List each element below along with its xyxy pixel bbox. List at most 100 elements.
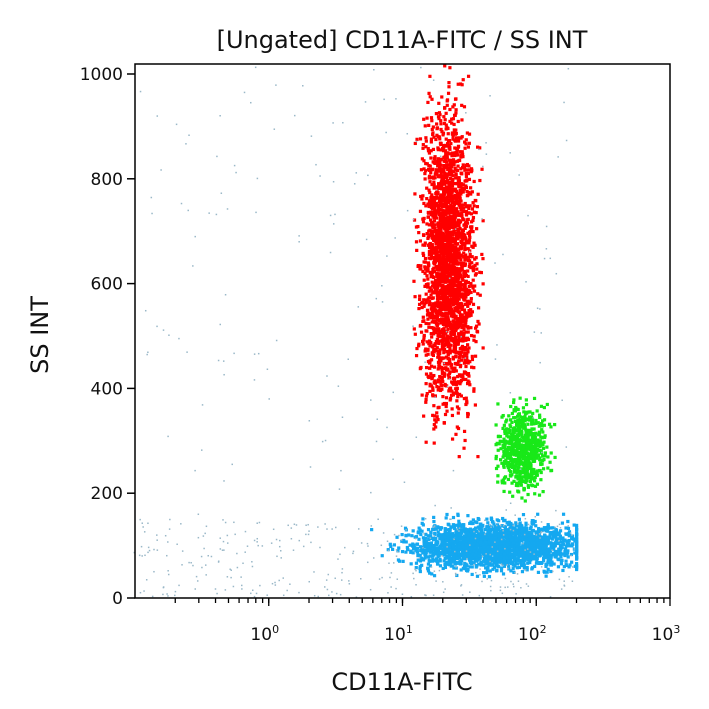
- data-point: [509, 440, 513, 444]
- data-point: [441, 174, 445, 178]
- data-point: [465, 401, 469, 405]
- data-point: [473, 198, 477, 203]
- data-point: [441, 208, 445, 213]
- data-point: [506, 477, 511, 482]
- data-point: [457, 203, 461, 207]
- data-point: [455, 386, 459, 390]
- data-point: [446, 327, 450, 331]
- data-point: [444, 396, 449, 400]
- data-point: [440, 259, 445, 263]
- data-point: [418, 294, 422, 298]
- data-point: [437, 318, 441, 322]
- data-point: [459, 275, 463, 279]
- data-point: [533, 435, 537, 439]
- data-point: [453, 537, 457, 541]
- data-point: [452, 332, 457, 336]
- data-point: [542, 526, 547, 530]
- data-point: [458, 304, 462, 308]
- data-point: [498, 439, 502, 443]
- data-point: [477, 531, 481, 535]
- data-point: [423, 171, 427, 176]
- data-point: [562, 564, 566, 569]
- data-point: [456, 213, 460, 217]
- data-point: [525, 568, 529, 572]
- data-point: [462, 105, 467, 109]
- data-point: [444, 151, 448, 156]
- data-point: [534, 418, 538, 423]
- data-point: [433, 343, 437, 348]
- data-point: [434, 233, 438, 237]
- data-point: [542, 405, 546, 410]
- data-point: [474, 324, 479, 328]
- data-point: [449, 270, 453, 274]
- data-point: [465, 168, 469, 172]
- data-point: [528, 418, 532, 422]
- data-point: [466, 288, 470, 292]
- data-point: [441, 149, 446, 153]
- data-point: [464, 313, 468, 317]
- data-point: [449, 267, 453, 271]
- data-point: [442, 374, 446, 378]
- data-point: [495, 531, 500, 535]
- data-point: [537, 468, 542, 473]
- data-point: [465, 194, 469, 198]
- data-point: [505, 454, 509, 458]
- data-point: [471, 518, 475, 522]
- data-point: [549, 469, 553, 473]
- data-point: [423, 241, 427, 245]
- data-point: [429, 212, 433, 217]
- data-point: [514, 462, 518, 466]
- data-point: [431, 326, 436, 330]
- data-point: [516, 407, 520, 412]
- data-point: [427, 188, 431, 192]
- data-point: [422, 260, 426, 264]
- data-point: [526, 417, 530, 421]
- data-point: [468, 230, 472, 234]
- data-point: [427, 167, 431, 172]
- data-point: [519, 483, 523, 487]
- data-point: [538, 413, 542, 417]
- data-point: [438, 137, 442, 141]
- data-point: [532, 433, 536, 437]
- data-point: [448, 234, 453, 238]
- data-point: [466, 535, 470, 539]
- data-point: [478, 547, 482, 552]
- data-point: [533, 439, 537, 443]
- data-point: [472, 387, 476, 391]
- data-point: [459, 350, 463, 354]
- data-point: [465, 336, 470, 340]
- data-point: [501, 443, 505, 447]
- data-point: [442, 190, 446, 194]
- data-point: [427, 361, 432, 365]
- data-point: [521, 406, 526, 410]
- data-point: [431, 255, 435, 260]
- data-point: [439, 215, 443, 220]
- data-point: [428, 302, 432, 306]
- data-point: [469, 530, 474, 534]
- data-point: [466, 74, 471, 78]
- data-point: [459, 301, 463, 306]
- data-point: [446, 132, 450, 136]
- data-point: [528, 544, 533, 548]
- data-point: [439, 334, 443, 339]
- data-point: [500, 524, 504, 528]
- data-point: [449, 301, 453, 305]
- data-point: [470, 190, 474, 194]
- data-point: [428, 300, 432, 304]
- data-point: [534, 454, 538, 458]
- data-point: [413, 332, 417, 336]
- data-point: [517, 430, 521, 435]
- data-point: [442, 182, 447, 186]
- data-point: [466, 269, 470, 273]
- data-point: [509, 449, 513, 453]
- data-point: [437, 101, 441, 105]
- data-point: [537, 493, 542, 497]
- data-point: [449, 168, 453, 172]
- data-point: [444, 301, 448, 305]
- data-point: [501, 426, 505, 431]
- data-points: [133, 64, 579, 598]
- data-point: [448, 351, 452, 355]
- data-point: [455, 221, 459, 225]
- data-point: [503, 540, 508, 544]
- data-point: [472, 534, 476, 538]
